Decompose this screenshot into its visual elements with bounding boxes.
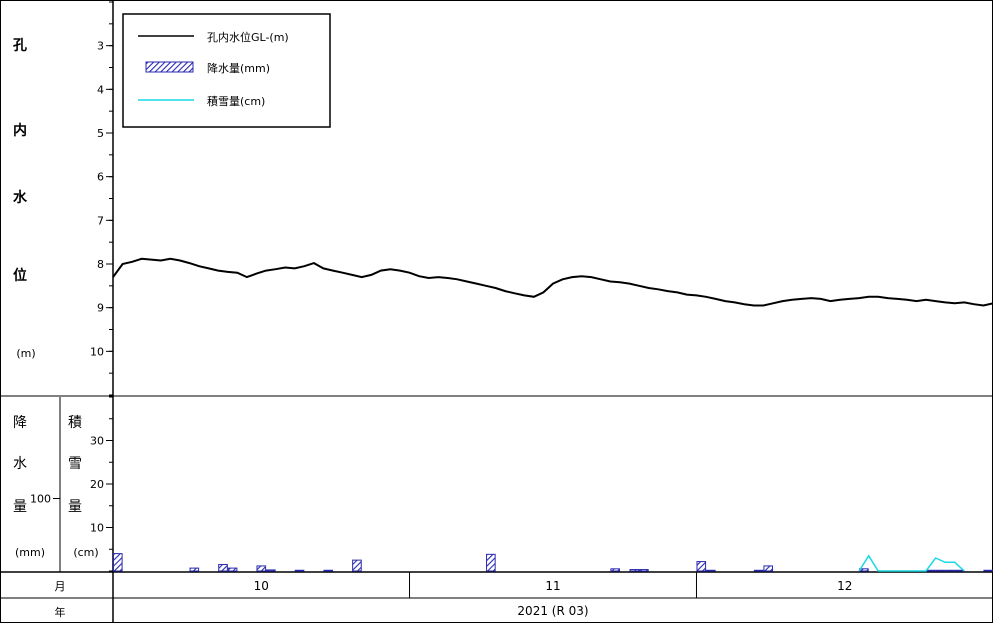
precip-bar	[113, 553, 123, 572]
precip-bar	[266, 569, 276, 572]
precip-bar	[629, 569, 640, 572]
precip-bar	[189, 567, 200, 572]
month-row-label: 月	[55, 580, 66, 593]
snow-axis-unit: (cm)	[73, 546, 98, 559]
precip-bar	[935, 569, 946, 572]
water-level-line	[112, 257, 993, 307]
water-level-axis: 3 4 5 6 7 8 9 10 孔内水位 (m)	[13, 1, 113, 396]
wl-tick-label: 4	[97, 83, 104, 96]
precip-bar	[696, 561, 707, 572]
wl-axis-title-char: 位	[13, 267, 27, 284]
snow-series	[858, 554, 965, 572]
wl-axis-unit: (m)	[16, 347, 35, 360]
snow-tick-label: 20	[90, 478, 104, 491]
year-label: 2021 (R 03)	[517, 604, 588, 618]
precip-bar	[763, 565, 774, 572]
wl-axis-title-char: 内	[13, 122, 27, 139]
precip-bar	[227, 567, 238, 572]
precip-bar	[753, 569, 764, 572]
precip-axis-title-char: 水	[13, 456, 27, 472]
snow-axis-title-char: 量	[68, 499, 82, 515]
wl-axis-title-char: 孔	[13, 38, 27, 54]
month-label: 10	[254, 579, 269, 593]
snow-tick-label: 10	[90, 522, 104, 535]
wl-tick-label: 7	[97, 214, 104, 227]
wl-tick-label: 6	[97, 171, 104, 184]
precip-bars	[113, 553, 993, 572]
precip-bar	[352, 559, 362, 572]
legend-label-snow: 積雪量(cm)	[207, 94, 265, 108]
snow-axis-title-char: 雪	[68, 456, 82, 472]
wl-tick-label: 8	[97, 258, 104, 271]
wl-tick-label: 3	[97, 40, 104, 53]
precip-bar	[639, 569, 649, 572]
snow-axis-title-char: 積	[68, 415, 82, 431]
precip-bar	[926, 569, 936, 572]
precip-tick-label: 100	[30, 493, 51, 506]
precip-snow-axis: 100 10 20 30 降水量 積雪量 (mm) (cm)	[13, 396, 113, 572]
precip-bar	[256, 565, 267, 572]
legend: 孔内水位GL-(m) 降水量(mm) 積雪量(cm)	[122, 13, 331, 128]
legend-label-water-level: 孔内水位GL-(m)	[207, 30, 289, 44]
precip-bar	[323, 569, 334, 572]
wl-axis-title-char: 水	[13, 189, 28, 206]
precip-bar	[945, 569, 955, 572]
precip-bar	[486, 553, 496, 572]
precip-bar	[294, 569, 305, 572]
precip-axis-unit: (mm)	[15, 546, 45, 559]
snow-tick-label: 30	[90, 435, 104, 448]
precip-bar	[706, 569, 716, 572]
snow-line	[858, 554, 965, 572]
legend-swatch-precip	[145, 61, 194, 73]
wl-tick-label: 9	[97, 302, 104, 315]
legend-label-precip: 降水量(mm)	[207, 61, 270, 75]
wl-tick-label: 10	[90, 345, 104, 358]
month-label: 12	[837, 579, 852, 593]
year-row-label: 年	[55, 605, 66, 619]
precip-axis-title-char: 量	[13, 499, 27, 515]
month-row: 10 11 12	[254, 572, 852, 598]
month-label: 11	[545, 579, 560, 593]
precip-axis-title-char: 降	[13, 415, 27, 431]
water-level-series	[112, 257, 993, 307]
precip-bar	[218, 563, 228, 572]
wl-tick-label: 5	[97, 127, 104, 140]
precip-bar	[610, 568, 620, 572]
precip-bar	[983, 569, 993, 572]
